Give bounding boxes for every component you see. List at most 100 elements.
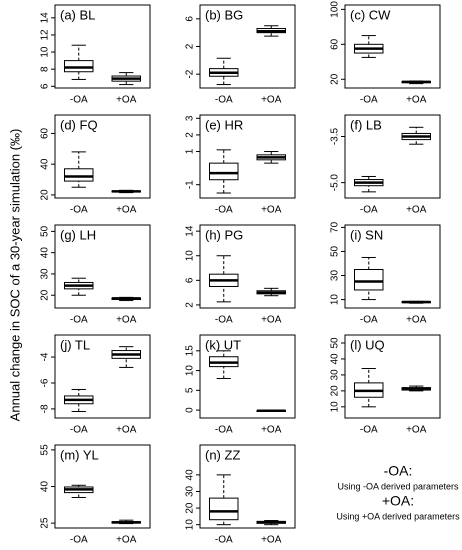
plot-frame [54,114,151,199]
y-axis-label: Annual change in SOC of a 30-year simula… [7,129,22,422]
legend-title: +OA: [382,493,414,509]
x-tick-label: +OA [261,95,282,106]
y-tick-label: -8 [40,404,51,413]
y-tick-label: 12 [40,29,51,41]
y-tick-label: 6 [185,16,196,22]
plot-frame [344,334,441,419]
x-tick-label: -OA [70,425,88,436]
y-tick-label: 40 [40,247,51,259]
panel-title: (l) UQ [350,337,385,352]
y-tick-label: 10 [185,250,196,262]
y-tick-label: 50 [330,337,341,349]
box [209,497,239,521]
y-tick-label: 2 [185,302,196,308]
plot-frame [199,444,296,529]
y-tick-label: 2 [185,43,196,49]
x-tick-label: +OA [261,425,282,436]
y-tick-label: 1 [185,148,196,154]
y-tick-label: 55 [40,444,51,456]
panel-title: (d) FQ [60,117,98,132]
panel-title: (m) YL [60,447,99,462]
y-tick-label: 0 [185,407,196,413]
box [64,60,94,73]
panel-title: (h) PG [205,227,243,242]
x-tick-label: -OA [360,95,378,106]
x-tick-label: -OA [360,205,378,216]
plot-frame [54,4,151,89]
x-tick-label: +OA [406,425,427,436]
y-tick-label: -1 [185,180,196,189]
panel-title: (j) TL [60,337,90,352]
y-tick-label: 40 [40,158,51,170]
x-tick-label: +OA [116,205,137,216]
x-tick-label: +OA [261,205,282,216]
y-tick-label: 30 [330,369,341,381]
x-tick-label: +OA [261,535,282,546]
panel-title: (e) HR [205,117,243,132]
panel-title: (g) LH [60,227,96,242]
y-tick-label: 6 [185,277,196,283]
y-tick-label: 30 [185,485,196,497]
x-tick-label: +OA [406,205,427,216]
y-tick-label: 30 [40,268,51,280]
x-tick-label: -OA [215,205,233,216]
plot-frame [344,4,441,89]
plot-frame [344,224,441,309]
box [209,162,239,181]
x-tick-label: -OA [70,95,88,106]
x-tick-label: -OA [360,425,378,436]
legend-text: Using +OA derived parameters [336,511,460,521]
box [354,269,384,291]
x-tick-label: -OA [70,205,88,216]
x-tick-label: +OA [116,425,137,436]
y-tick-label: 10 [185,365,196,377]
plot-frame [54,224,151,309]
y-tick-label: 40 [185,469,196,481]
y-tick-label: 50 [330,245,341,257]
y-tick-label: 50 [40,225,51,237]
legend-title: -OA: [384,463,413,479]
box [64,168,94,182]
y-tick-label: 70 [330,221,341,233]
x-tick-label: +OA [261,315,282,326]
y-tick-label: 6 [40,83,51,89]
y-tick-label: 10 [330,294,341,306]
y-tick-label: 10 [40,46,51,58]
x-tick-label: +OA [116,315,137,326]
x-tick-label: +OA [406,315,427,326]
plot-frame [199,224,296,309]
plot-frame [54,334,151,419]
y-tick-label: 40 [330,353,341,365]
y-tick-label: 20 [330,385,341,397]
x-tick-label: +OA [116,95,137,106]
y-tick-label: 14 [40,12,51,24]
y-tick-label: 15 [185,345,196,357]
y-tick-label: -3.5 [330,127,341,145]
x-tick-label: -OA [70,315,88,326]
legend-text: Using -OA derived parameters [337,481,459,491]
y-tick-label: -4 [40,352,51,361]
panel-title: (a) BL [60,7,95,22]
x-tick-label: +OA [406,95,427,106]
y-tick-label: 3 [185,115,196,121]
y-tick-label: 60 [40,127,51,139]
y-tick-label: 40 [40,481,51,493]
y-tick-label: 14 [185,225,196,237]
x-tick-label: -OA [70,535,88,546]
y-tick-label: 25 [40,517,51,529]
panel-title: (b) BG [205,7,243,22]
x-tick-label: -OA [215,315,233,326]
y-tick-label: 20 [40,189,51,201]
y-tick-label: 30 [330,270,341,282]
y-tick-label: 2 [185,132,196,138]
y-tick-label: 10 [185,519,196,531]
panel-title: (k) UT [205,337,241,352]
panel-title: (i) SN [350,227,383,242]
panel-title: (c) CW [350,7,391,22]
y-tick-label: 60 [330,38,341,50]
y-tick-label: 20 [330,73,341,85]
panel-title: (n) ZZ [205,447,240,462]
x-tick-label: -OA [215,425,233,436]
y-tick-label: 5 [185,387,196,393]
